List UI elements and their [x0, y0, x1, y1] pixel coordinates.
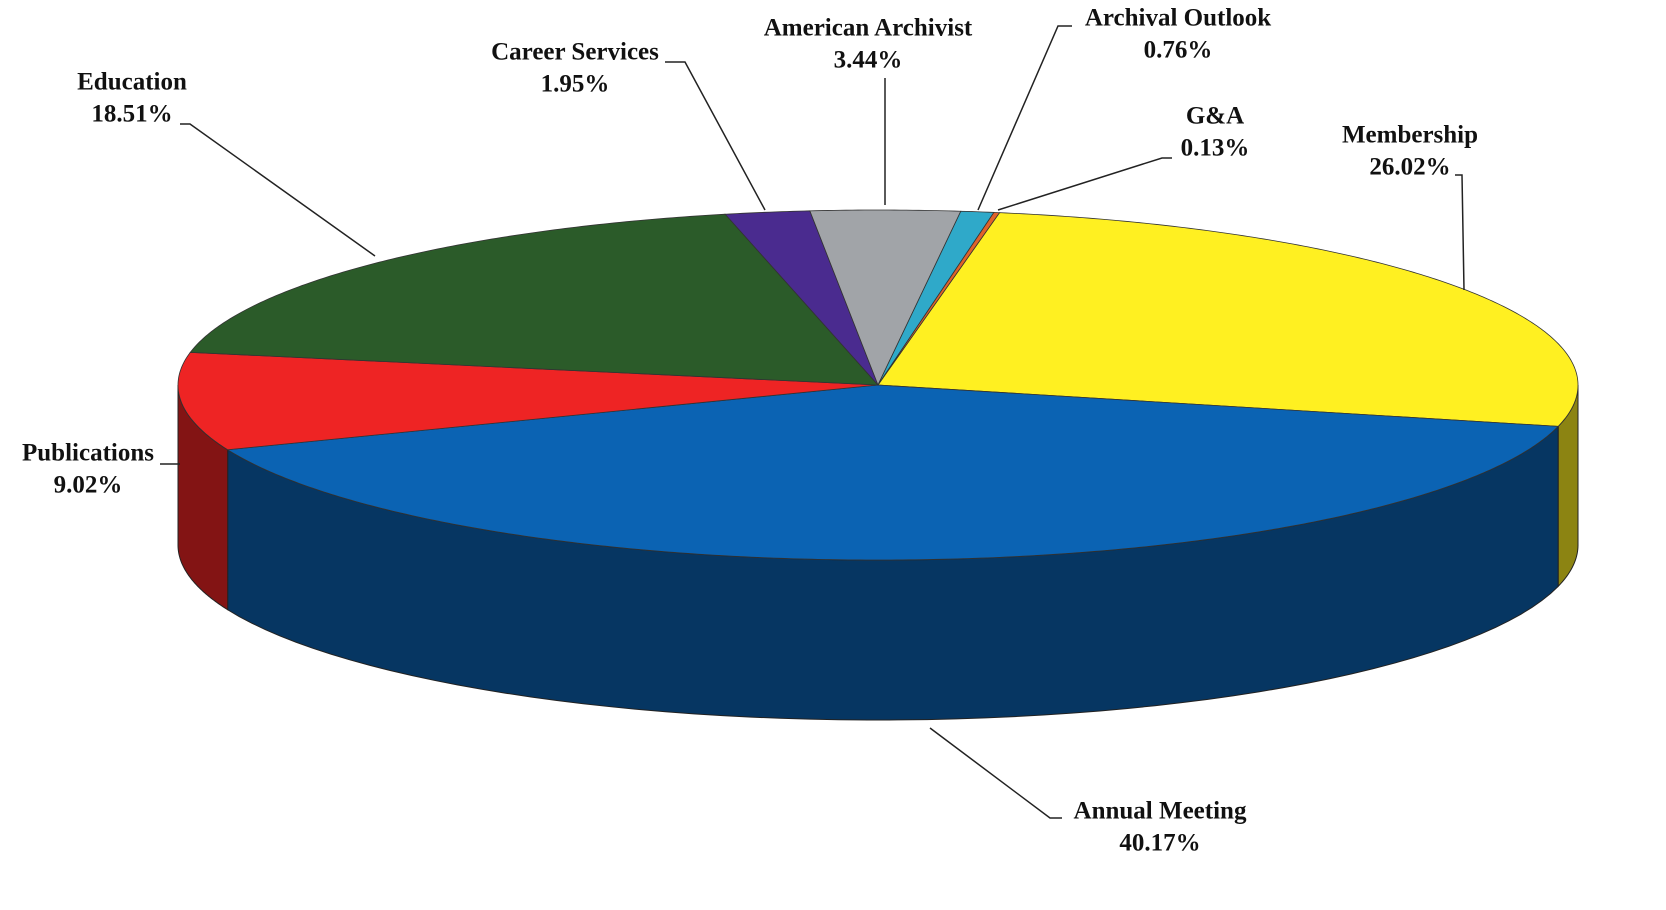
leader-line — [180, 123, 376, 257]
slice-value-label: 3.44% — [834, 47, 903, 74]
slice-label: Education — [77, 69, 187, 96]
slice — [189, 213, 879, 386]
slice-label: G&A — [1186, 103, 1244, 130]
slice-label: Publications — [22, 440, 154, 467]
slice — [877, 212, 1001, 386]
slice-value-label: 40.17% — [1119, 830, 1200, 857]
leader-line — [1455, 174, 1465, 291]
slice — [724, 210, 879, 386]
leader-line — [977, 25, 1072, 211]
slice-label: Career Services — [491, 39, 659, 66]
slice — [809, 209, 962, 387]
slice-value-label: 0.13% — [1181, 135, 1250, 162]
slice-value-label: 0.76% — [1144, 37, 1213, 64]
slice-label: Annual Meeting — [1074, 798, 1247, 825]
leader-line — [665, 61, 766, 211]
slice-value-label: 26.02% — [1369, 154, 1450, 181]
slice — [226, 384, 1560, 561]
slice-value-label: 18.51% — [91, 101, 172, 128]
slice-value-label: 9.02% — [54, 472, 123, 499]
leader-line — [929, 727, 1062, 819]
leader-line — [997, 157, 1172, 211]
slice-label: Membership — [1342, 122, 1478, 149]
slice-value-label: 1.95% — [541, 71, 610, 98]
slice-label: Archival Outlook — [1085, 5, 1271, 32]
slice-label: American Archivist — [764, 15, 973, 42]
